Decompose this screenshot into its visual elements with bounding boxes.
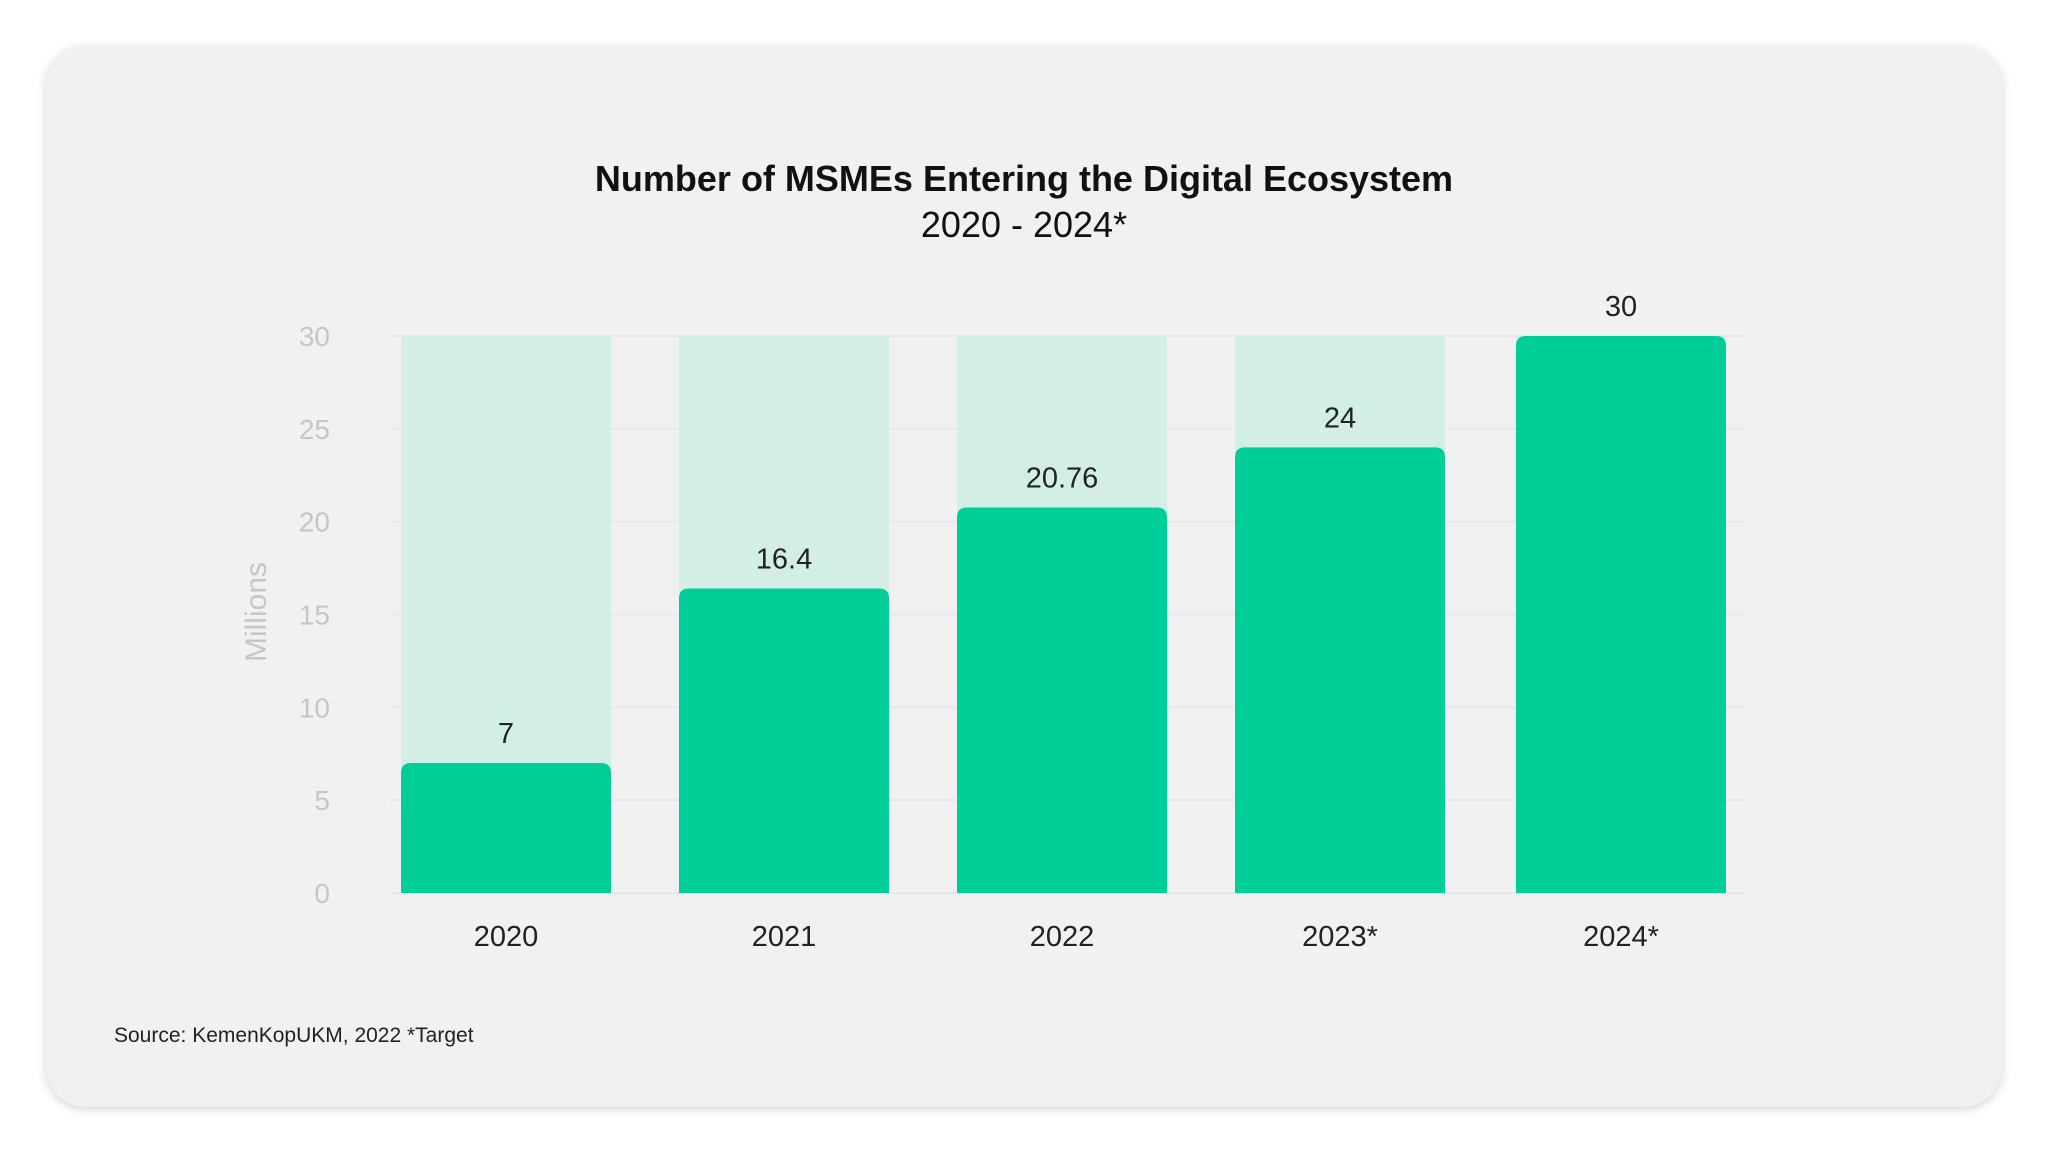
data-label: 24 [1324,402,1356,434]
y-tick-label: 10 [299,692,330,723]
y-tick-label: 0 [314,878,330,909]
x-tick-label: 2023* [1302,921,1378,953]
data-label: 16.4 [756,544,812,576]
source-note: Source: KemenKopUKM, 2022 *Target [114,1024,474,1047]
y-tick-label: 30 [299,321,330,352]
bar [679,588,889,893]
y-tick-label: 25 [299,414,330,445]
bar [401,763,611,893]
x-tick-label: 2024* [1583,921,1659,953]
x-tick-label: 2022 [1030,921,1095,953]
data-label: 7 [498,718,514,750]
data-label: 30 [1605,291,1637,323]
y-tick-label: 15 [299,600,330,631]
x-tick-label: 2020 [474,921,539,953]
y-axis-label: Millions [240,562,273,662]
chart-title: Number of MSMEs Entering the Digital Eco… [594,158,1454,199]
bar [1235,447,1445,893]
bar [957,507,1167,893]
y-tick-label: 20 [299,507,330,538]
data-label: 20.76 [1026,463,1099,495]
chart-subtitle: 2020 - 2024* [920,204,1128,245]
bar [1516,336,1726,893]
y-tick-label: 5 [314,785,330,816]
x-tick-label: 2021 [752,921,817,953]
